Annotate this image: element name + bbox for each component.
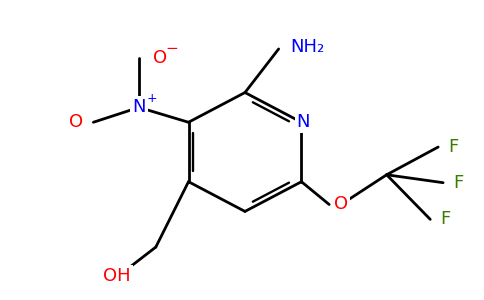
Text: O: O (69, 113, 83, 131)
Text: N: N (297, 113, 310, 131)
Text: +: + (147, 92, 157, 105)
Text: N: N (132, 98, 146, 116)
Text: O: O (153, 49, 167, 67)
Text: F: F (440, 210, 451, 228)
Text: NH₂: NH₂ (290, 38, 325, 56)
Text: O: O (334, 196, 348, 214)
Text: −: − (166, 41, 179, 56)
Text: F: F (448, 138, 458, 156)
Text: F: F (453, 174, 463, 192)
Text: OH: OH (104, 267, 131, 285)
